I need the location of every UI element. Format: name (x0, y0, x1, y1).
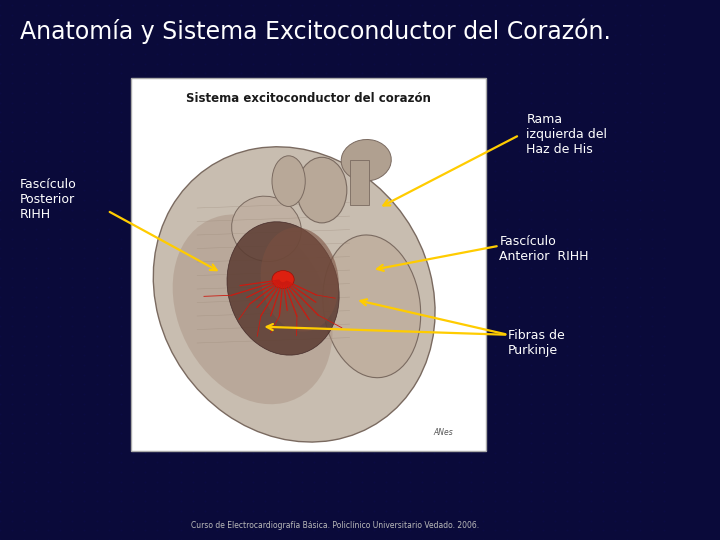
Text: Curso de Electrocardiografía Básica. Policlínico Universitario Vedado. 2006.: Curso de Electrocardiografía Básica. Pol… (191, 521, 480, 530)
Bar (350, 160, 369, 205)
Text: Anatomía y Sistema Excitoconductor del Corazón.: Anatomía y Sistema Excitoconductor del C… (20, 19, 611, 44)
Ellipse shape (232, 196, 301, 261)
Ellipse shape (272, 156, 305, 206)
Text: Sistema excitoconductor del corazón: Sistema excitoconductor del corazón (186, 92, 431, 105)
Ellipse shape (323, 235, 420, 377)
Ellipse shape (227, 222, 339, 355)
Bar (131, 78, 486, 451)
Text: Fibras de
Purkinje: Fibras de Purkinje (508, 329, 565, 357)
Ellipse shape (341, 139, 391, 181)
Text: Rama
izquierda del
Haz de His: Rama izquierda del Haz de His (526, 113, 607, 157)
Ellipse shape (153, 147, 435, 442)
Text: ANes: ANes (433, 428, 454, 437)
Ellipse shape (272, 271, 294, 288)
Ellipse shape (297, 157, 347, 223)
Text: Fascículo
Posterior
RIHH: Fascículo Posterior RIHH (20, 178, 77, 221)
Ellipse shape (173, 214, 333, 404)
Ellipse shape (261, 227, 339, 332)
Text: Fascículo
Anterior  RIHH: Fascículo Anterior RIHH (500, 235, 589, 263)
